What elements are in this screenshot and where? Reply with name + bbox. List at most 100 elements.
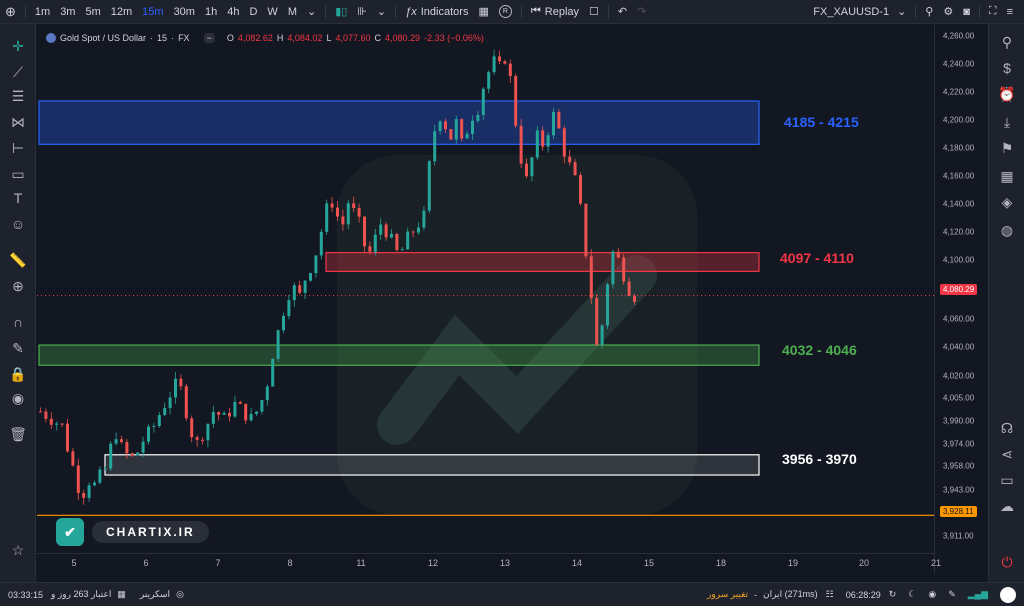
price-tick: 4,160.00 — [943, 171, 975, 181]
timeframe-4h[interactable]: 4h — [227, 5, 240, 18]
timeframe-12m[interactable]: 12m — [110, 5, 133, 18]
candle-body — [341, 216, 345, 225]
status-screener[interactable]: اسکرینر — [139, 589, 171, 599]
text-icon[interactable]: T — [13, 190, 23, 206]
moon-icon[interactable]: ☾ — [908, 589, 917, 599]
star-icon[interactable]: ☆ — [11, 541, 25, 558]
refresh-icon[interactable]: ↻ — [888, 589, 897, 599]
headset-icon[interactable]: ☊ — [1000, 419, 1014, 436]
zoom-in-icon[interactable]: ⊕ — [12, 277, 24, 294]
emoji-icon[interactable]: ☺ — [10, 216, 26, 232]
trash-icon[interactable]: 🗑 — [9, 425, 27, 442]
tools-icon[interactable]: ✎ — [948, 589, 956, 599]
divider — [325, 4, 327, 19]
price-tick: 4,005.00 — [943, 393, 975, 403]
search-icon[interactable]: ⚲ — [1001, 33, 1013, 50]
horizontal-lines-icon[interactable]: ☰ — [11, 87, 25, 104]
candle-body — [568, 156, 572, 163]
add-symbol-icon[interactable]: ⊕ — [5, 3, 16, 19]
radar-icon[interactable]: ◎ — [176, 589, 184, 599]
chart-type-icon[interactable]: ⊪ — [357, 6, 367, 18]
candle-body — [352, 203, 356, 209]
price-axis[interactable]: 4,260.00 4,240.00 4,220.00 4,200.00 4,180.00… — [934, 25, 986, 573]
timeframe-1h[interactable]: 1h — [204, 5, 218, 18]
candle-body — [298, 285, 302, 293]
expand-icon[interactable]: ⛶ — [988, 5, 997, 17]
timeframe-W[interactable]: W — [267, 5, 278, 18]
server-change-link[interactable]: تغییر سرور — [707, 589, 748, 599]
timeframe-15m[interactable]: 15m — [142, 5, 164, 18]
alarm-add-icon[interactable]: ⏰ — [998, 85, 1016, 102]
avatar[interactable] — [1000, 586, 1016, 603]
lock-drawing-icon[interactable]: ✎ — [12, 339, 24, 356]
candle-body — [238, 401, 242, 404]
card-icon[interactable]: ▭ — [1000, 471, 1014, 488]
candle-body — [357, 208, 361, 217]
magnet-icon[interactable]: ∩ — [12, 314, 24, 330]
chart-canvas[interactable] — [37, 25, 934, 573]
candle-body — [206, 423, 210, 441]
download-icon[interactable]: ⤓ — [1003, 113, 1011, 130]
calendar-icon[interactable]: ▦ — [1000, 167, 1014, 184]
crosshair-icon[interactable]: ✛ — [12, 37, 24, 54]
lock-icon[interactable]: 🔒 — [9, 365, 27, 382]
dollar-icon[interactable]: $ — [1003, 60, 1011, 76]
eye-icon[interactable]: ◉ — [11, 389, 25, 406]
time-axis[interactable]: 5 6 7 8 11 12 13 14 15 18 19 20 21 — [37, 553, 941, 573]
camera-icon[interactable]: ◙ — [963, 5, 970, 18]
alert-badge[interactable]: R — [494, 0, 517, 24]
candle-body — [600, 325, 604, 345]
candle-body — [168, 397, 172, 409]
flag-icon[interactable]: ⚑ — [1000, 139, 1014, 156]
search-settings-icon[interactable]: ⚲ — [925, 6, 934, 18]
candle-body — [616, 251, 620, 258]
gear-icon[interactable]: ⚙ — [943, 6, 954, 18]
replay-icon: ⏮ — [530, 5, 541, 17]
r-badge-label: R — [498, 5, 512, 18]
measure-icon[interactable]: ⊢ — [11, 139, 25, 156]
candle-body — [325, 203, 329, 232]
candle-body — [120, 439, 123, 443]
trend-line-icon[interactable]: ⟋ — [13, 63, 23, 80]
ruler-icon[interactable]: 📏 — [9, 251, 27, 268]
cloud-upload-icon[interactable]: ☁ — [1000, 497, 1014, 514]
timeframe-1m[interactable]: 1m — [34, 5, 51, 18]
chevron-down-icon[interactable]: ⌄ — [306, 6, 317, 18]
timeframe-3m[interactable]: 3m — [60, 5, 76, 18]
collapse-icon[interactable]: − — [203, 33, 215, 43]
undo-icon[interactable]: ↶ — [617, 6, 628, 18]
us-flag-icon — [46, 33, 56, 43]
candle-body — [163, 408, 167, 416]
power-icon[interactable]: ⏻ — [1001, 553, 1013, 570]
symbol-selector[interactable]: FX_XAUUSD-1 ⌄ — [808, 0, 911, 24]
timeframe-D[interactable]: D — [249, 5, 258, 18]
timeframe-M[interactable]: M — [287, 5, 297, 18]
timeframe-5m[interactable]: 5m — [85, 5, 101, 18]
globe-icon[interactable]: ◍ — [1000, 221, 1014, 238]
candle-body — [222, 412, 226, 415]
time-tick: 11 — [356, 558, 366, 568]
candle-body — [152, 425, 156, 427]
templates-icon[interactable]: ▦ — [478, 6, 489, 18]
pattern-icon[interactable]: ⋈ — [11, 113, 25, 130]
candle-body — [184, 386, 188, 419]
candle-body — [309, 273, 312, 281]
layers-icon[interactable]: ◈ — [1001, 193, 1013, 210]
change-value: -2.33 (−0.06%) — [424, 33, 484, 43]
candle-body — [498, 56, 501, 62]
candle-body — [411, 231, 415, 233]
candle-body — [589, 256, 593, 299]
timeframe-30m[interactable]: 30m — [173, 5, 195, 18]
chevron-down-icon[interactable]: ⌄ — [376, 6, 387, 18]
redo-icon[interactable]: ↷ — [637, 6, 647, 18]
candle-type-icon[interactable]: ▮▯ — [335, 6, 348, 18]
shapes-icon[interactable]: ▭ — [11, 165, 25, 182]
replay-button[interactable]: ⏮ Replay — [526, 0, 584, 24]
menu-icon[interactable]: ≡ — [1006, 5, 1013, 18]
top-toolbar: ⊕ 1m 3m 5m 12m 15m 30m 1h 4h D W M ⌄ ▮▯ ⊪ ⌄ ƒx Ind… — [0, 0, 1024, 24]
indicators-button[interactable]: ƒx Indicators — [400, 0, 473, 24]
eye-icon[interactable]: ◉ — [928, 589, 937, 599]
fullscreen-box-icon[interactable]: ☐ — [589, 6, 599, 18]
share-icon[interactable]: ⋖ — [1001, 445, 1013, 462]
candle-body — [147, 426, 150, 442]
